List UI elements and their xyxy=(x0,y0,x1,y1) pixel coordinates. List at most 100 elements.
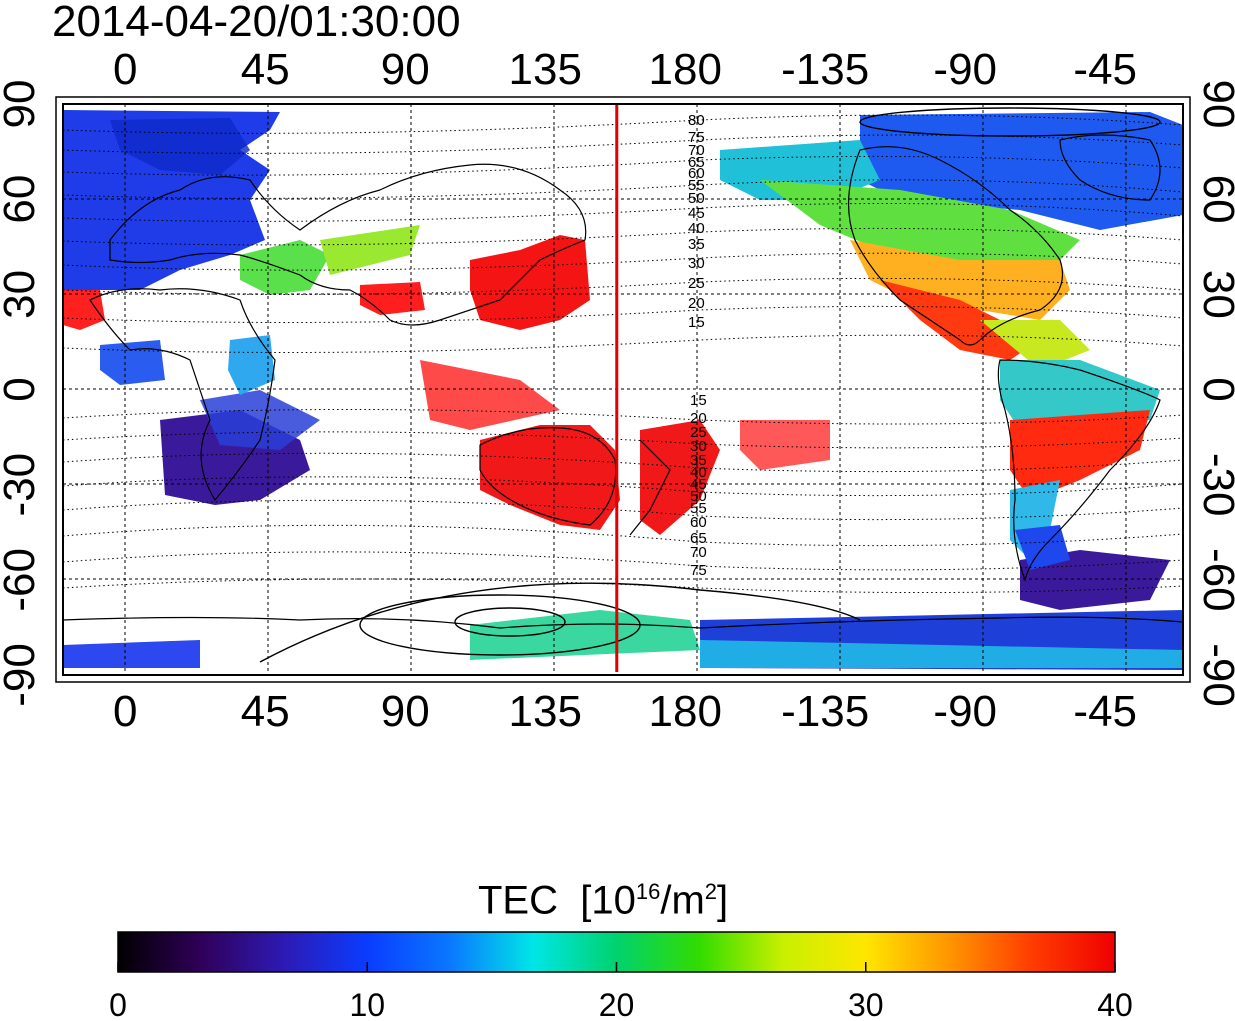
lon-ticks-top: 0 45 90 135 180 -135 -90 -45 xyxy=(113,45,1137,94)
tec-region-central-asia xyxy=(320,225,420,275)
lat-tick-left-label: -60 xyxy=(0,548,44,612)
lat-tick-right-label: -30 xyxy=(1194,453,1235,517)
colorbar-tick-label: 40 xyxy=(1097,987,1133,1021)
lon-tick-top-label: 45 xyxy=(241,45,290,94)
tec-region-indonesia xyxy=(420,360,560,430)
tec-region-new-zealand xyxy=(640,420,720,535)
contour-label-north: 70 xyxy=(688,142,705,159)
lon-tick-top-label: 0 xyxy=(113,45,137,94)
lon-tick-top-label: -45 xyxy=(1073,45,1137,94)
contour-label-south: 55 xyxy=(690,500,707,517)
tec-region-westafrica xyxy=(63,290,105,330)
lon-ticks-bottom: 0 45 90 135 180 -135 -90 -45 xyxy=(113,687,1137,736)
lon-tick-top-label: -90 xyxy=(933,45,997,94)
tec-region-australia xyxy=(480,425,620,530)
lat-tick-right-label: 90 xyxy=(1194,80,1235,129)
contour-label-north: 15 xyxy=(688,314,705,331)
contour-label-south: 30 xyxy=(690,438,707,455)
lat-tick-left-label: 0 xyxy=(0,377,44,401)
lat-tick-right-label: 60 xyxy=(1194,175,1235,224)
tec-map: 8075706560555045403530252015152025303540… xyxy=(0,45,1235,736)
colorbar-tick-label: 0 xyxy=(109,987,127,1021)
lat-tick-left-label: 90 xyxy=(0,80,44,129)
tec-region-west-equatorial xyxy=(100,340,165,385)
map-outer-frame xyxy=(55,96,1191,683)
lon-tick-bottom-label: 135 xyxy=(509,687,582,736)
contour-label-south: 35 xyxy=(690,452,707,469)
lon-tick-top-label: 180 xyxy=(649,45,722,94)
tec-region-arabia xyxy=(240,240,330,295)
lat-tick-right-label: -60 xyxy=(1194,548,1235,612)
contour-label-north: 40 xyxy=(688,220,705,237)
lat-tick-left-label: 60 xyxy=(0,175,44,224)
contour-label-north: 35 xyxy=(688,236,705,253)
colorbar-unit-exponent: 16 xyxy=(635,879,661,904)
tec-region-china-japan xyxy=(470,235,590,330)
contour-label-south: 25 xyxy=(690,424,707,441)
colorbar: 0 10 20 30 40 xyxy=(109,931,1133,1021)
magnetic-pole-ovals xyxy=(259,107,1161,663)
colorbar-ticks: 0 10 20 30 40 xyxy=(109,962,1133,1021)
contour-label-north: 25 xyxy=(688,275,705,292)
lat-tick-left-label: -90 xyxy=(0,643,44,707)
contour-label-south: 60 xyxy=(690,514,707,531)
contour-label-north: 30 xyxy=(688,255,705,272)
colorbar-tick-label: 20 xyxy=(599,987,635,1021)
lon-tick-bottom-label: 180 xyxy=(649,687,722,736)
lon-tick-bottom-label: 90 xyxy=(381,687,430,736)
colorbar-tick-label: 10 xyxy=(349,987,385,1021)
tec-region-central-africa xyxy=(200,390,320,450)
contour-label-south: 20 xyxy=(690,410,707,427)
contour-label-north: 20 xyxy=(688,295,705,312)
lat-tick-right-label: 30 xyxy=(1194,270,1235,319)
contour-label-north: 75 xyxy=(688,129,705,146)
contour-label-south: 45 xyxy=(690,476,707,493)
tec-region-east-africa xyxy=(228,335,275,395)
tec-region-mexico xyxy=(880,280,1040,360)
contour-label-south: 40 xyxy=(690,464,707,481)
colorbar-unit-exponent-2: 2 xyxy=(704,879,718,904)
tec-region-caribbean xyxy=(980,320,1090,370)
contour-label-south: 70 xyxy=(690,544,707,561)
colorbar-tick-label: 30 xyxy=(848,987,884,1021)
tec-data-layer xyxy=(63,110,1183,670)
lat-tick-right-label: 0 xyxy=(1194,377,1235,401)
lon-tick-top-label: 90 xyxy=(381,45,430,94)
contour-label-north: 65 xyxy=(688,154,705,171)
tec-region-pacific-south xyxy=(740,420,830,470)
lon-tick-bottom-label: 0 xyxy=(113,687,137,736)
contour-label-north: 45 xyxy=(688,205,705,222)
tec-region-antarctica-west xyxy=(63,640,200,668)
colorbar-title-name: TEC xyxy=(478,878,558,923)
contour-label-south: 75 xyxy=(690,562,707,579)
lon-tick-bottom-label: 45 xyxy=(241,687,290,736)
colorbar-title: TEC [1016/m2] xyxy=(478,864,728,928)
colorbar-unit-prefix: [10 xyxy=(580,878,636,923)
colorbar-unit-suffix: ] xyxy=(717,878,729,923)
contour-label-north: 60 xyxy=(688,165,705,182)
lat-tick-left-label: 30 xyxy=(0,270,44,319)
lon-tick-top-label: 135 xyxy=(509,45,582,94)
lat-tick-left-label: -30 xyxy=(0,453,44,517)
lat-ticks-right: 90 60 30 0 -30 -60 -90 xyxy=(1194,80,1235,707)
coastlines xyxy=(63,134,1183,629)
contour-label-south: 15 xyxy=(690,392,707,409)
graticule xyxy=(63,104,1183,675)
colorbar-unit-mid: /m xyxy=(660,878,705,923)
lat-tick-right-label: -90 xyxy=(1194,643,1235,707)
tec-region-northamerica-south xyxy=(850,240,1070,320)
tec-region-southamerica-mid xyxy=(1010,410,1150,500)
tec-region-antarctica-pacific-light xyxy=(700,640,1183,668)
lon-tick-bottom-label: -90 xyxy=(933,687,997,736)
contour-label-north: 80 xyxy=(688,112,705,129)
map-timestamp-title: 2014-04-20/01:30:00 xyxy=(52,0,461,46)
contour-label-north: 55 xyxy=(688,177,705,194)
contour-label-north: 50 xyxy=(688,190,705,207)
contour-labels: 8075706560555045403530252015152025303540… xyxy=(688,112,707,579)
contour-label-south: 65 xyxy=(690,530,707,547)
lon-tick-bottom-label: -135 xyxy=(781,687,869,736)
lon-tick-top-label: -135 xyxy=(781,45,869,94)
tec-region-antarctica-east xyxy=(470,610,700,660)
contour-label-south: 50 xyxy=(690,488,707,505)
tec-region-india xyxy=(360,282,425,315)
